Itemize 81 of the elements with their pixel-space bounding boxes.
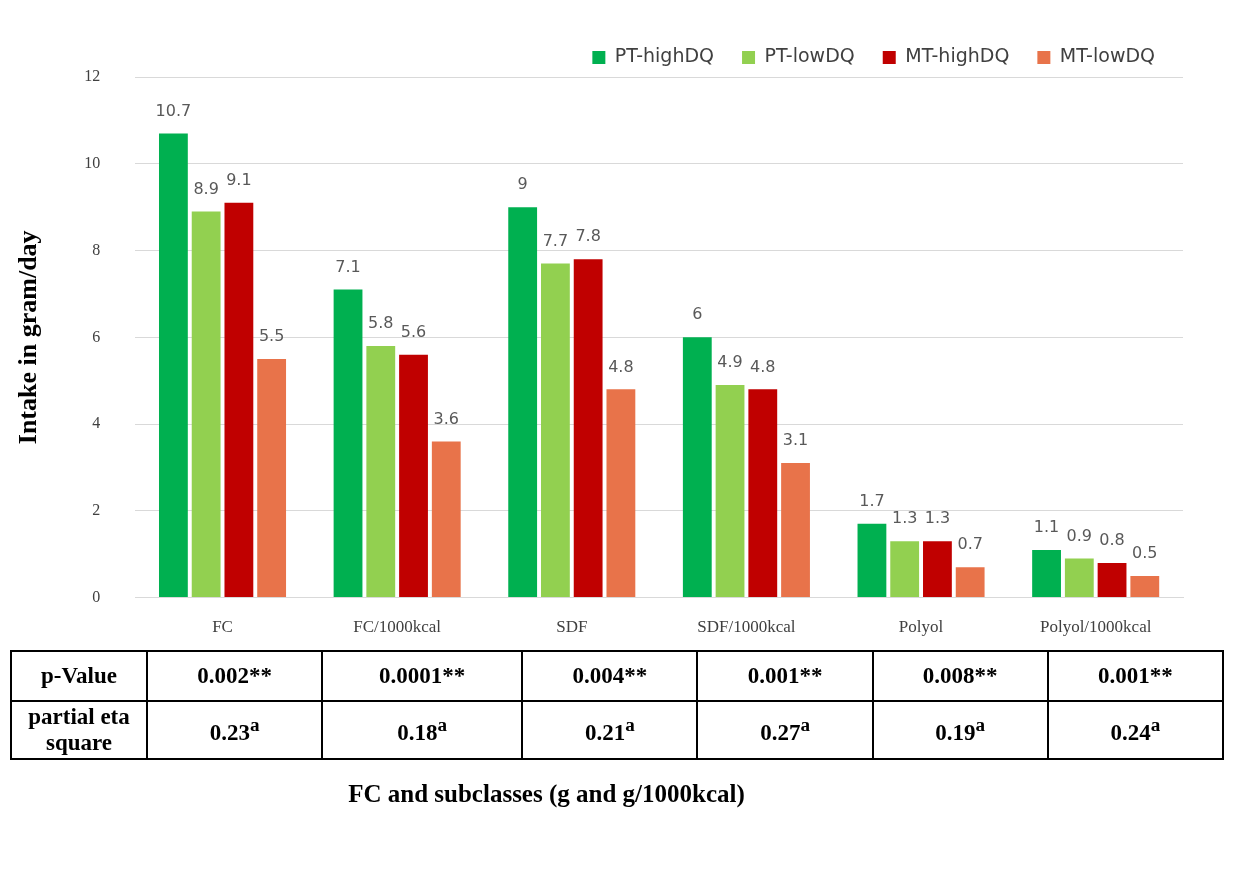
bar <box>573 259 603 598</box>
x-tick-label: SDF <box>556 617 588 637</box>
data-label: 4.8 <box>750 356 776 376</box>
bar <box>333 289 363 598</box>
bar <box>1064 558 1094 598</box>
data-label: 4.8 <box>608 356 634 376</box>
text: 0.001** <box>697 651 873 701</box>
text: partial eta square <box>11 701 147 759</box>
y-tick-label: 6 <box>92 327 101 345</box>
y-tick-label: 8 <box>92 240 101 258</box>
data-label: 7.8 <box>575 226 601 246</box>
text: 0.21$^{a}$ <box>522 701 698 759</box>
y-tick-label: 2 <box>92 501 101 519</box>
text: 0.001** <box>1047 651 1223 701</box>
text: 0.27$^{a}$ <box>697 701 873 759</box>
bar <box>541 263 570 598</box>
text: 0.24$^{a}$ <box>1047 701 1223 759</box>
data-label: 0.8 <box>1099 530 1125 550</box>
y-tick-label: 12 <box>84 67 101 85</box>
bar <box>224 202 254 598</box>
bar <box>431 441 461 598</box>
legend-label: PT-highDQ <box>614 44 715 67</box>
bar <box>158 133 188 598</box>
legend-label: PT-lowDQ <box>764 44 855 67</box>
data-label: 7.1 <box>335 256 361 276</box>
x-tick-label: SDF/1000kcal <box>697 617 796 637</box>
data-label: 7.7 <box>542 230 569 250</box>
x-tick-label: Polyol <box>898 617 944 637</box>
text: p-Value <box>11 651 147 701</box>
bar <box>923 541 952 598</box>
data-label: 8.9 <box>193 178 219 198</box>
bar <box>857 523 887 598</box>
data-label: 10.7 <box>155 100 192 120</box>
legend-label: MT-lowDQ <box>1059 44 1155 67</box>
x-tick-label: Polyol/1000kcal <box>1039 617 1152 637</box>
text: 0.18$^{a}$ <box>322 701 523 759</box>
bar <box>1130 575 1160 598</box>
bar <box>366 345 396 598</box>
data-label: 9.1 <box>226 169 252 189</box>
data-label: 1.1 <box>1033 517 1060 537</box>
bar <box>1097 562 1127 598</box>
data-label: 1.3 <box>891 508 918 528</box>
data-label: 0.7 <box>957 534 983 554</box>
data-label: 5.8 <box>368 313 394 333</box>
bar <box>399 354 428 598</box>
bar <box>748 389 778 598</box>
text: 0.23$^{a}$ <box>147 701 323 759</box>
data-label: 0.5 <box>1132 543 1158 563</box>
data-label: 0.9 <box>1066 525 1093 545</box>
text: 0.008** <box>872 651 1048 701</box>
bar <box>781 463 810 598</box>
y-tick-label: 4 <box>92 414 101 432</box>
bar <box>890 541 920 598</box>
y-axis-title: Intake in gram/day <box>13 230 43 445</box>
legend-label: MT-highDQ <box>905 44 1010 67</box>
text: 0.004** <box>522 651 698 701</box>
data-label: 9 <box>517 174 528 194</box>
bar <box>191 211 221 598</box>
bar <box>257 358 287 598</box>
text: 0.0001** <box>322 651 523 701</box>
data-label: 4.9 <box>717 352 743 372</box>
text: FC and subclasses (g and g/1000kcal) <box>347 780 746 808</box>
y-tick-label: 0 <box>92 587 101 605</box>
bar <box>606 389 636 598</box>
bar <box>682 337 712 598</box>
data-label: 1.3 <box>924 508 951 528</box>
y-tick-label: 10 <box>84 153 101 171</box>
bar <box>955 567 985 598</box>
text: 0.002** <box>147 651 323 701</box>
data-label: 3.1 <box>782 430 809 450</box>
text: 0.19$^{a}$ <box>872 701 1048 759</box>
data-label: 3.6 <box>433 408 459 428</box>
data-label: 1.7 <box>859 491 885 510</box>
data-label: 6 <box>692 304 703 324</box>
x-tick-label: FC/1000kcal <box>353 617 442 637</box>
x-tick-label: FC <box>212 617 233 637</box>
bar <box>508 207 538 598</box>
bar <box>1032 549 1061 598</box>
bar <box>715 385 745 598</box>
data-label: 5.5 <box>258 326 285 346</box>
data-label: 5.6 <box>400 321 427 341</box>
